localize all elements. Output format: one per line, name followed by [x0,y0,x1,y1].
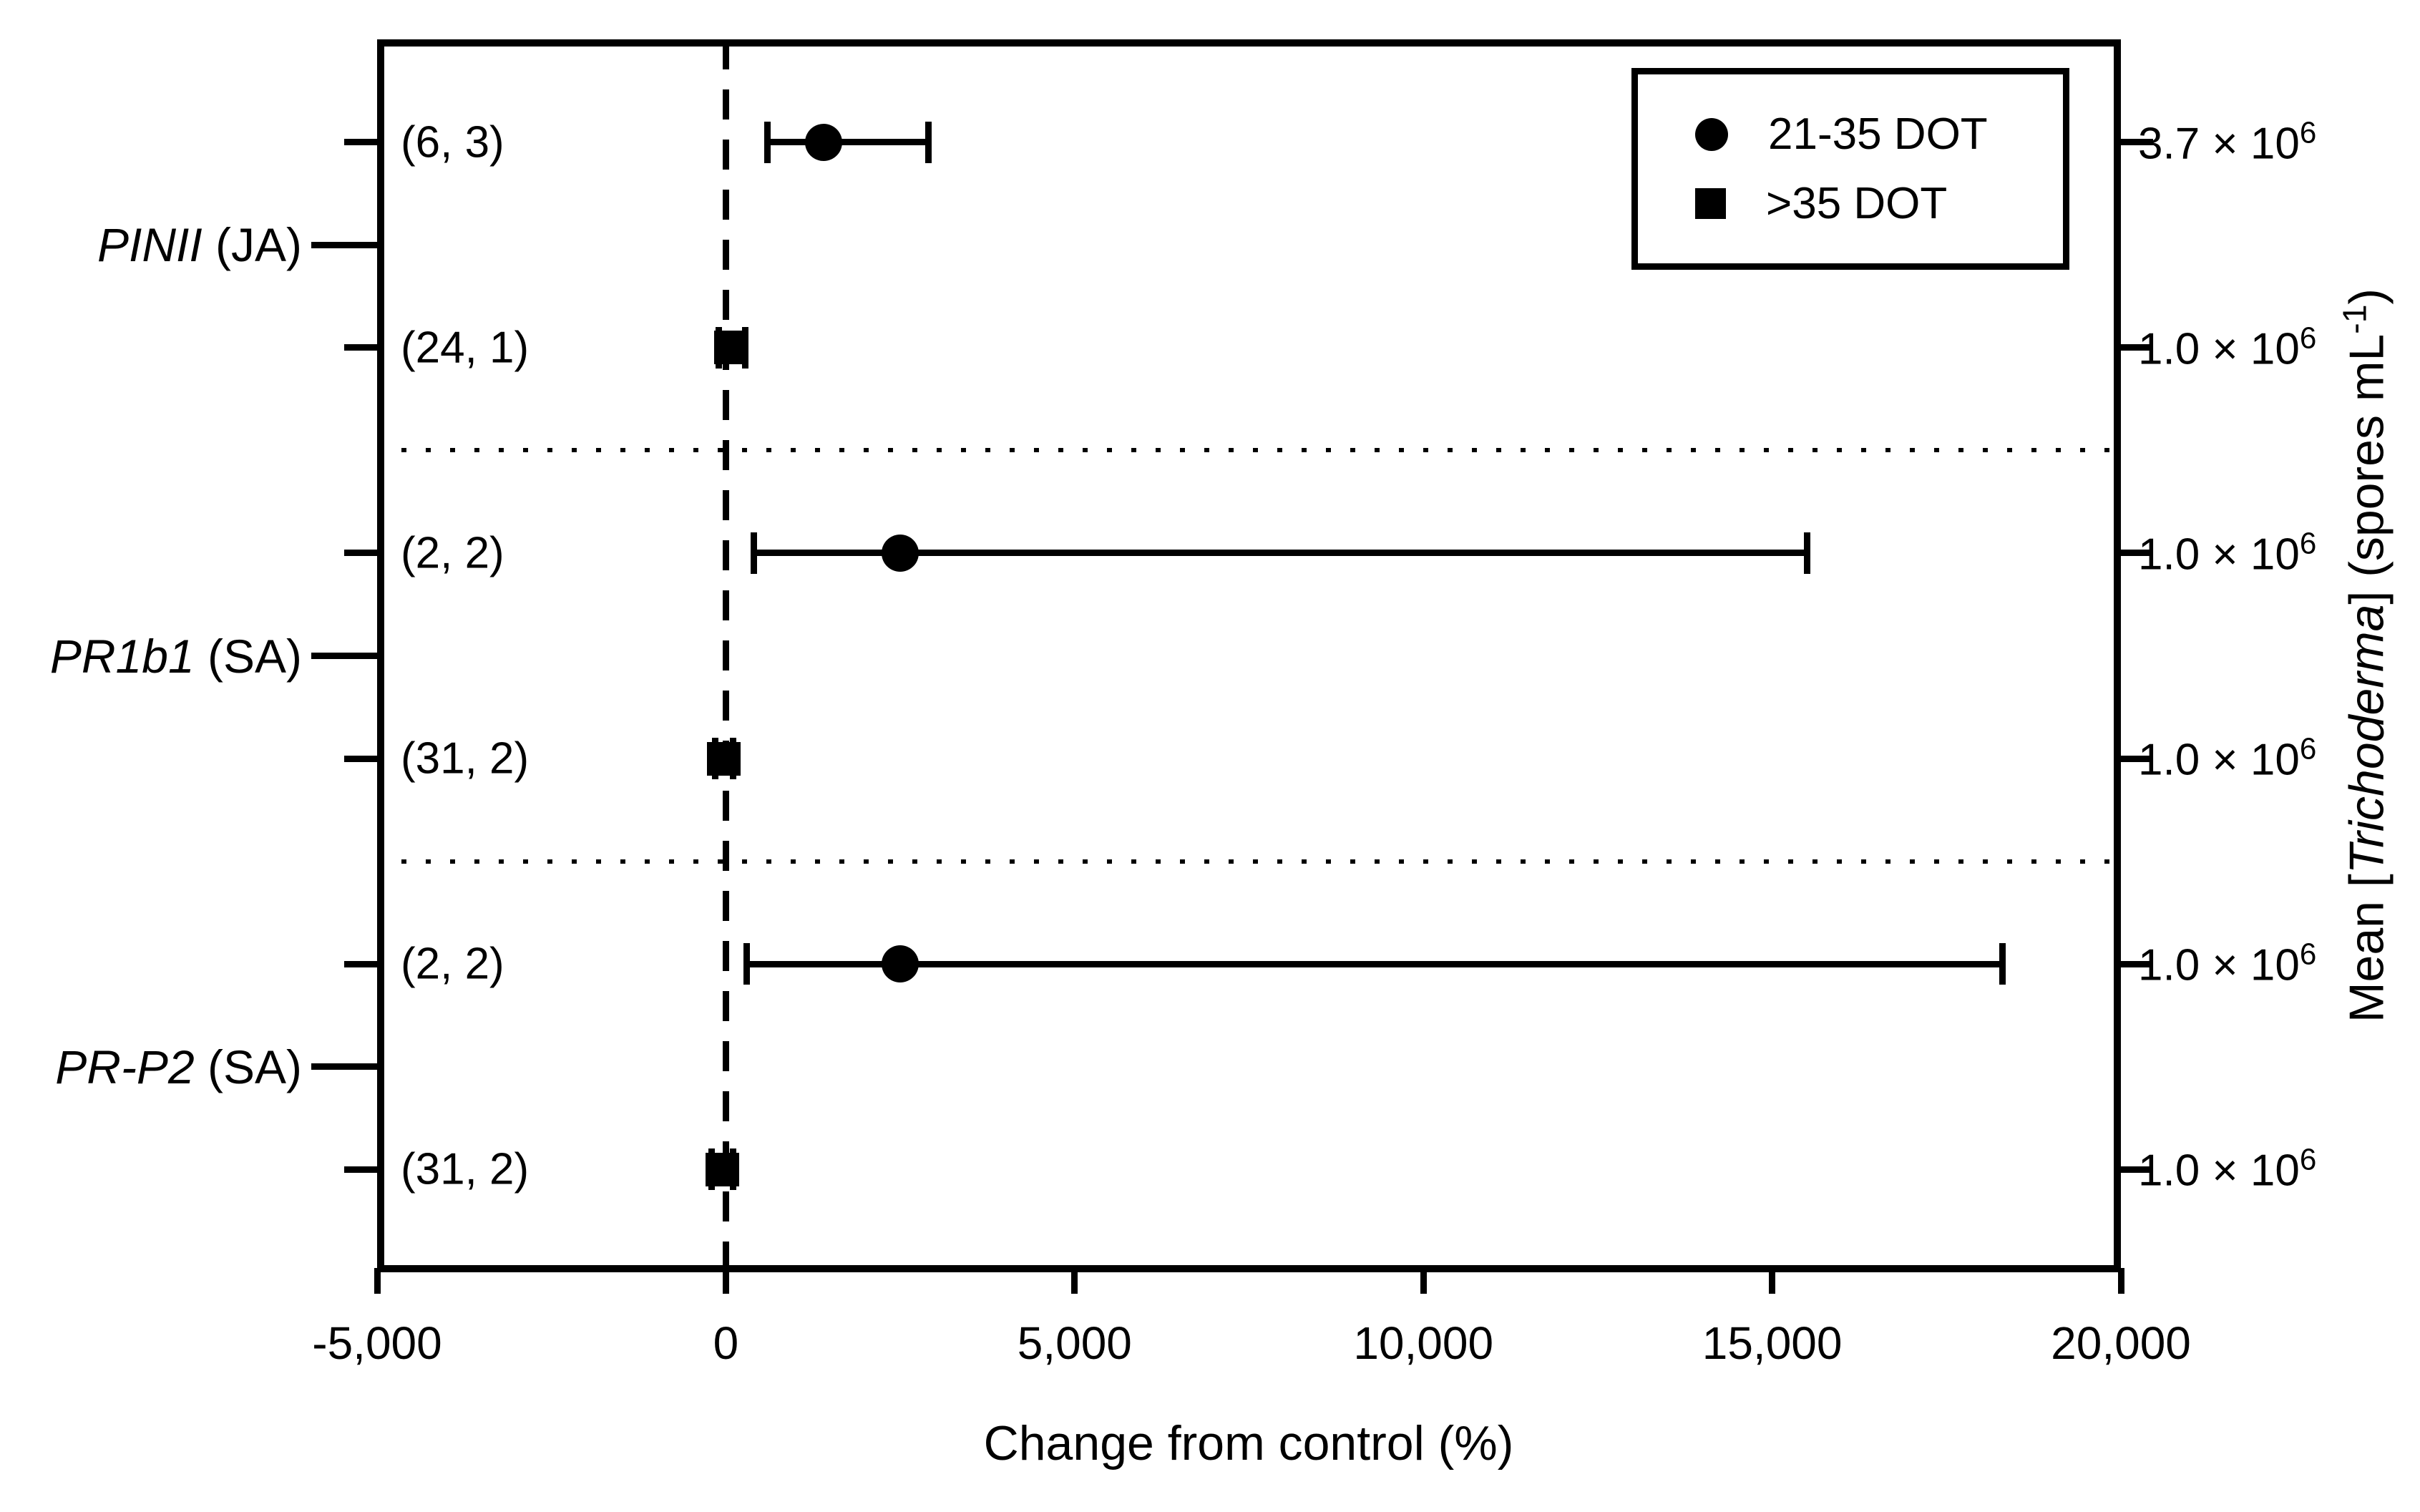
spore-concentration-exponent: 6 [2299,937,2317,971]
data-point-marker-square [713,331,748,365]
right-axis-title-sup: -1 [2336,304,2373,334]
x-axis-title: Change from control (%) [983,1416,1514,1470]
spore-concentration-label: 1.0 × 106 [2138,937,2316,991]
data-point-marker-square [706,1152,740,1186]
spore-concentration-base: 1.0 × 10 [2138,735,2300,785]
legend-entry: 21-35 DOT [1695,109,2063,160]
x-axis-tick [1071,1268,1078,1294]
row-axis-tick-right [2120,139,2153,146]
legend-entry: >35 DOT [1695,178,2063,229]
data-point-marker-circle [882,534,919,572]
sample-count-label: (31, 2) [401,733,530,784]
spore-concentration-label: 3.7 × 106 [2138,115,2316,169]
spore-concentration-base: 1.0 × 10 [2138,940,2300,990]
row-axis-tick-right [2120,550,2153,557]
spore-concentration-label: 1.0 × 106 [2138,732,2316,786]
row-axis-tick-right [2120,344,2153,351]
legend-label: 21-35 DOT [1768,109,1988,159]
error-bar-line [746,960,2003,967]
sample-count-label: (2, 2) [401,528,504,578]
error-bar-cap-left [750,532,757,574]
error-bar-cap-right [924,121,932,163]
x-axis-tick-label: 10,000 [1353,1317,1494,1369]
x-axis-tick [1769,1268,1776,1294]
legend-circle-icon [1695,117,1728,151]
x-axis-tick-label: 5,000 [1017,1317,1132,1369]
data-point-marker-circle [882,945,919,983]
sample-count-label: (6, 3) [401,117,504,167]
row-axis-tick-right [2120,960,2153,967]
data-point-marker-square [706,741,741,776]
spore-concentration-exponent: 6 [2299,321,2317,355]
x-axis-tick [374,1268,381,1294]
error-bar-cap-right [1803,532,1810,574]
gene-label: PR1b1 (SA) [50,629,302,683]
spore-concentration-label: 1.0 × 106 [2138,321,2316,374]
spore-concentration-exponent: 6 [2299,526,2317,560]
spore-concentration-exponent: 6 [2299,115,2317,150]
right-axis-title-italic: Trichoderma [2339,604,2394,874]
gene-name: PINII [97,218,203,272]
row-axis-tick-left [344,960,377,967]
sample-count-label: (31, 2) [401,1144,530,1194]
gene-axis-tick [311,1063,377,1070]
error-bar-cap-left [743,943,751,985]
gene-qualifier: (JA) [202,218,302,272]
spore-concentration-label: 1.0 × 106 [2138,527,2316,580]
x-axis-tick-label: 15,000 [1702,1317,1843,1369]
x-axis-tick-label: 20,000 [2051,1317,2191,1369]
spore-concentration-base: 1.0 × 10 [2138,530,2300,580]
spore-concentration-base: 3.7 × 10 [2138,118,2300,168]
gene-label: PINII (JA) [97,218,302,272]
x-axis-tick-label: -5,000 [312,1317,442,1369]
gene-qualifier: (SA) [194,1040,302,1093]
zero-reference-line [722,39,729,1272]
right-axis-title-suffix: ) [2339,288,2394,305]
error-bar-line [767,139,929,146]
x-axis-tick [722,1268,729,1294]
row-axis-tick-left [344,550,377,557]
spore-concentration-exponent: 6 [2299,731,2317,766]
error-bar-line [753,550,1807,557]
x-axis-tick-label: 0 [713,1317,739,1369]
spore-concentration-base: 1.0 × 10 [2138,324,2300,374]
gene-axis-tick [311,241,377,248]
x-axis-tick [2117,1268,2124,1294]
right-axis-title-mid: ] (spores mL [2339,333,2394,605]
row-axis-tick-left [344,344,377,351]
error-bar-cap-left [764,121,771,163]
spore-concentration-base: 1.0 × 10 [2138,1146,2300,1196]
gene-name: PR-P2 [55,1040,195,1093]
spore-concentration-exponent: 6 [2299,1143,2317,1177]
group-separator-line [377,448,2121,453]
sample-count-label: (24, 1) [401,323,530,373]
error-bar-cap-right [1999,943,2006,985]
right-axis-title-prefix: Mean [ [2339,874,2394,1023]
data-point-marker-circle [804,123,842,161]
group-separator-line [377,859,2121,864]
row-axis-tick-left [344,1166,377,1173]
gene-qualifier: (SA) [194,629,302,683]
x-axis-tick [1420,1268,1427,1294]
row-axis-tick-left [344,755,377,762]
spore-concentration-label: 1.0 × 106 [2138,1143,2316,1196]
right-axis-title: Mean [Trichoderma] (spores mL-1) [2336,288,2395,1023]
gene-axis-tick [311,653,377,659]
legend-label: >35 DOT [1766,179,1948,228]
row-axis-tick-left [344,139,377,146]
gene-name: PR1b1 [49,629,195,683]
legend-square-icon [1695,188,1726,219]
gene-label: PR-P2 (SA) [55,1040,302,1094]
row-axis-tick-right [2120,1166,2153,1173]
sample-count-label: (2, 2) [401,939,504,989]
row-axis-tick-right [2120,755,2153,762]
legend: 21-35 DOT >35 DOT [1631,68,2069,270]
